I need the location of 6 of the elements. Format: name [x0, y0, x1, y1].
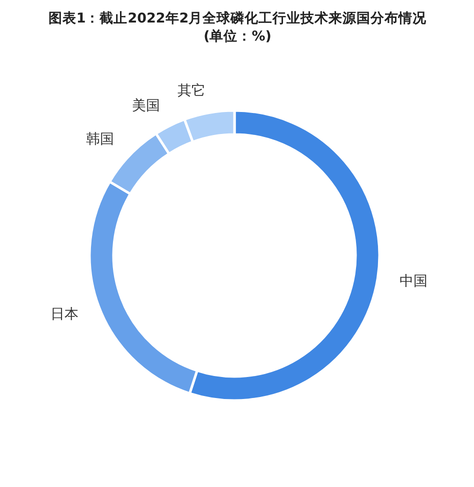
slice-label: 其它	[177, 83, 206, 100]
slice-label: 美国	[132, 98, 160, 114]
chart-title: 图表1：截止2022年2月全球磷化工行业技术来源国分布情况 (单位：%)	[48, 10, 428, 44]
slice-label: 中国	[399, 274, 428, 290]
slice-label: 日本	[50, 306, 78, 323]
slice-label: 韩国	[86, 132, 114, 148]
